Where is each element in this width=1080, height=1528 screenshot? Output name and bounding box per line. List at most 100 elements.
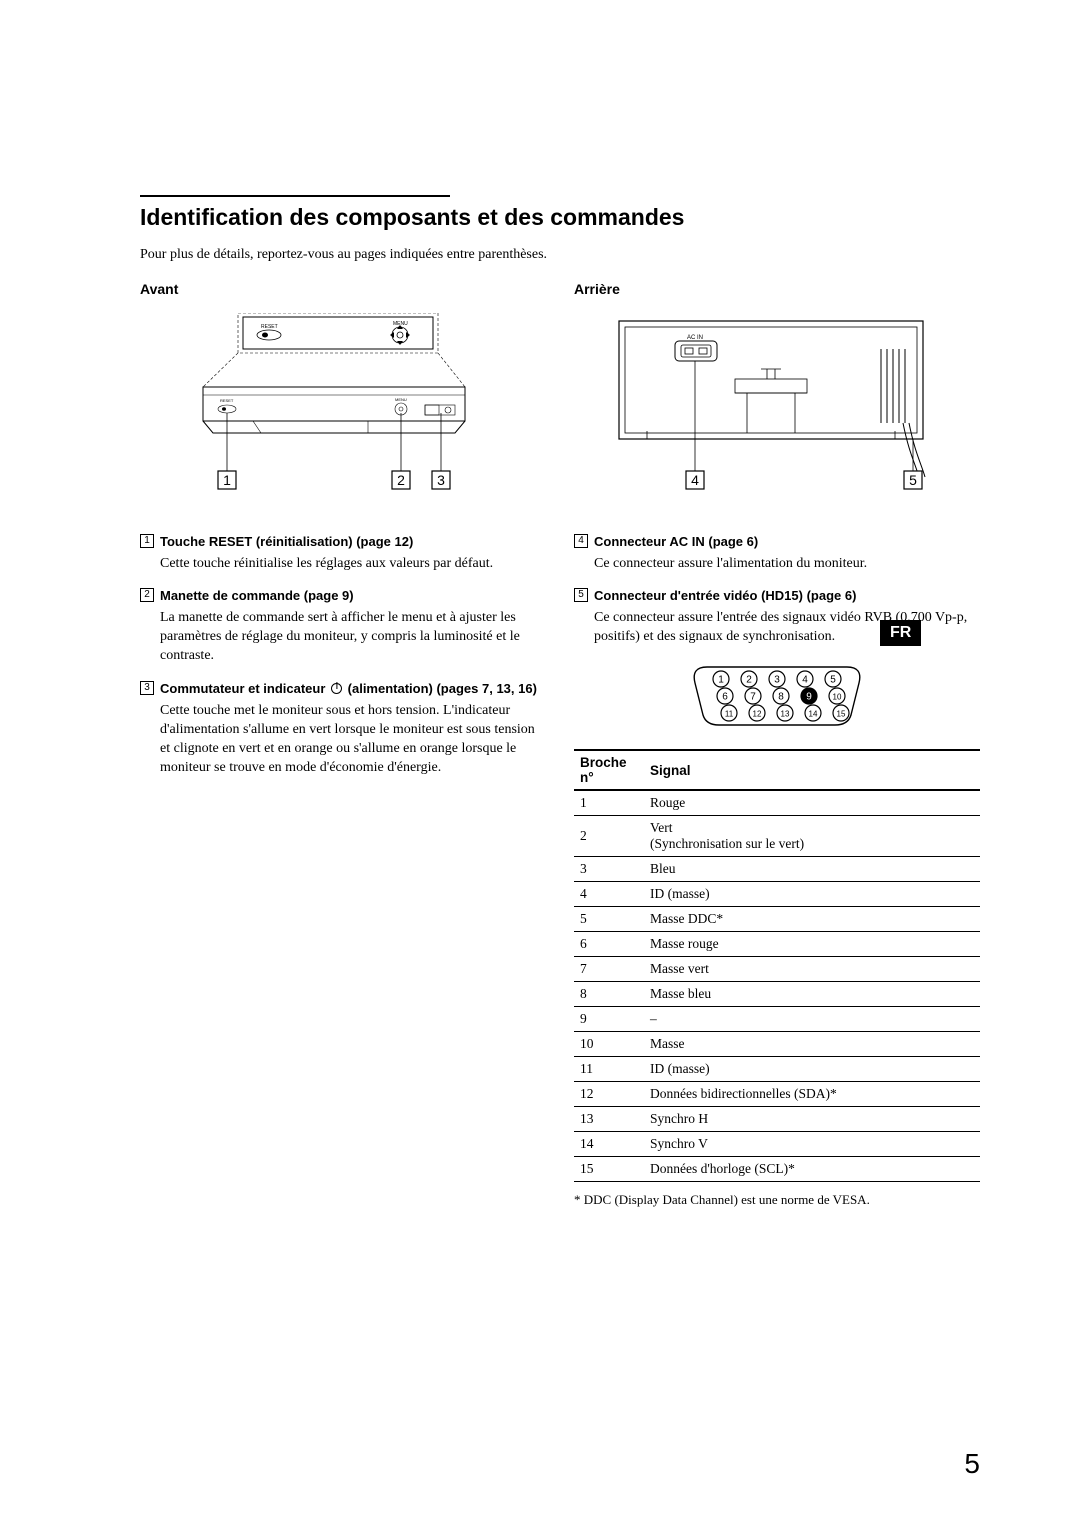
item-title-5: Connecteur d'entrée vidéo (HD15) (page 6… (594, 588, 856, 603)
pin-signal: Rouge (644, 790, 980, 816)
item-body-4: Ce connecteur assure l'alimentation du m… (594, 555, 980, 574)
table-row: 13Synchro H (574, 1107, 980, 1132)
svg-text:13: 13 (781, 710, 790, 719)
pin-number: 2 (574, 816, 644, 857)
svg-text:1: 1 (718, 675, 724, 686)
item-body-3: Cette touche met le moniteur sous et hor… (160, 702, 546, 778)
item-4: 4 Connecteur AC IN (page 6) Ce connecteu… (574, 533, 980, 574)
item-num-4: 4 (574, 534, 588, 548)
front-heading: Avant (140, 281, 546, 297)
svg-text:MENU: MENU (395, 397, 407, 402)
pin-signal: Masse bleu (644, 982, 980, 1007)
item-title-2: Manette de commande (page 9) (160, 588, 354, 603)
pin-number: 10 (574, 1032, 644, 1057)
item-title-3-post: (alimentation) (pages 7, 13, 16) (344, 681, 537, 696)
item-body-5: Ce connecteur assure l'entrée des signau… (594, 609, 980, 647)
svg-text:4: 4 (691, 472, 699, 488)
svg-text:2: 2 (397, 472, 405, 488)
table-row: 1Rouge (574, 790, 980, 816)
item-2: 2 Manette de commande (page 9) La manett… (140, 587, 546, 666)
table-row: 8Masse bleu (574, 982, 980, 1007)
item-num-3: 3 (140, 681, 154, 695)
pin-number: 3 (574, 857, 644, 882)
svg-text:6: 6 (722, 692, 728, 703)
svg-text:8: 8 (778, 692, 784, 703)
pin-number: 4 (574, 882, 644, 907)
table-row: 2Vert (Synchronisation sur le vert) (574, 816, 980, 857)
item-title-3-pre: Commutateur et indicateur (160, 681, 329, 696)
svg-text:4: 4 (802, 675, 808, 686)
svg-text:11: 11 (725, 710, 734, 719)
pin-signal: Données bidirectionnelles (SDA)* (644, 1082, 980, 1107)
pin-number: 14 (574, 1132, 644, 1157)
pin-number: 15 (574, 1157, 644, 1182)
svg-text:5: 5 (909, 472, 917, 488)
svg-text:3: 3 (774, 675, 780, 686)
pin-signal: ID (masse) (644, 882, 980, 907)
rear-callout-4: 4 (686, 471, 704, 489)
front-callout-2: 2 (392, 471, 410, 489)
table-row: 5Masse DDC* (574, 907, 980, 932)
item-num-5: 5 (574, 588, 588, 602)
left-column: Avant RESET MENU (140, 281, 546, 1208)
item-title-4: Connecteur AC IN (page 6) (594, 534, 758, 549)
svg-text:7: 7 (750, 692, 756, 703)
pin-signal: Masse DDC* (644, 907, 980, 932)
item-1: 1 Touche RESET (réinitialisation) (page … (140, 533, 546, 574)
item-num-1: 1 (140, 534, 154, 548)
reset-label: RESET (261, 324, 278, 330)
table-row: 7Masse vert (574, 957, 980, 982)
title-rule (140, 195, 450, 197)
front-callout-1: 1 (218, 471, 236, 489)
table-row: 14Synchro V (574, 1132, 980, 1157)
svg-text:15: 15 (837, 710, 846, 719)
svg-text:12: 12 (753, 710, 762, 719)
front-diagram: RESET MENU (140, 313, 546, 513)
table-row: 10Masse (574, 1032, 980, 1057)
table-row: 3Bleu (574, 857, 980, 882)
pin-number: 12 (574, 1082, 644, 1107)
pin-signal: Données d'horloge (SCL)* (644, 1157, 980, 1182)
svg-text:3: 3 (437, 472, 445, 488)
svg-text:14: 14 (809, 710, 818, 719)
svg-text:1: 1 (223, 472, 231, 488)
pin-table-header-1: Signal (644, 750, 980, 790)
pin-number: 5 (574, 907, 644, 932)
rear-callout-5: 5 (904, 471, 922, 489)
item-num-2: 2 (140, 588, 154, 602)
svg-text:RESET: RESET (220, 398, 234, 403)
two-column-layout: Avant RESET MENU (140, 281, 980, 1208)
page-number: 5 (964, 1448, 980, 1480)
table-row: 12Données bidirectionnelles (SDA)* (574, 1082, 980, 1107)
pin-number: 9 (574, 1007, 644, 1032)
power-icon (331, 683, 342, 694)
pin-number: 11 (574, 1057, 644, 1082)
acin-label: AC IN (687, 335, 703, 341)
pin-signal: Masse vert (644, 957, 980, 982)
right-column: Arrière AC IN (574, 281, 980, 1208)
pin-signal: Vert (Synchronisation sur le vert) (644, 816, 980, 857)
pin-table-header-0: Broche n° (574, 750, 644, 790)
footnote: * DDC (Display Data Channel) est une nor… (574, 1192, 980, 1208)
pin-table: Broche n° Signal 1Rouge2Vert (Synchronis… (574, 749, 980, 1182)
svg-text:5: 5 (830, 675, 836, 686)
item-3: 3 Commutateur et indicateur (alimentatio… (140, 680, 546, 777)
pin-number: 8 (574, 982, 644, 1007)
pin-signal: Bleu (644, 857, 980, 882)
rear-heading: Arrière (574, 281, 980, 297)
front-callout-3: 3 (432, 471, 450, 489)
pin-number: 7 (574, 957, 644, 982)
table-row: 6Masse rouge (574, 932, 980, 957)
pin-signal: Synchro H (644, 1107, 980, 1132)
pin-number: 6 (574, 932, 644, 957)
pin-signal: – (644, 1007, 980, 1032)
language-badge: FR (880, 620, 921, 646)
table-row: 9– (574, 1007, 980, 1032)
pin-number: 1 (574, 790, 644, 816)
item-body-1: Cette touche réinitialise les réglages a… (160, 555, 546, 574)
pin-signal: Masse rouge (644, 932, 980, 957)
pin-signal: Synchro V (644, 1132, 980, 1157)
svg-text:2: 2 (746, 675, 752, 686)
pin-diagram: 123456789101112131415 (574, 661, 980, 731)
page-title: Identification des composants et des com… (140, 203, 980, 232)
